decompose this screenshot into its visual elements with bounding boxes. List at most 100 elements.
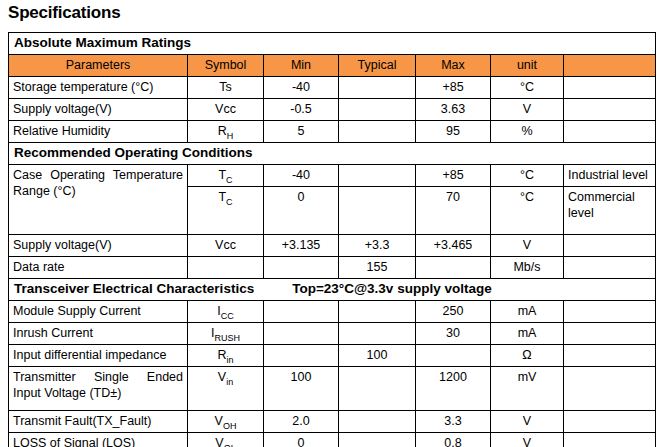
note-cell — [564, 257, 656, 279]
column-header-symbol: Symbol — [188, 55, 264, 77]
typical-cell — [339, 121, 416, 143]
column-header-max: Max — [416, 55, 491, 77]
typical-cell — [339, 323, 416, 345]
min-cell: +3.135 — [264, 235, 339, 257]
symbol-cell: TC — [188, 165, 264, 187]
max-cell: 3.3 — [416, 411, 491, 433]
table-row: Case Operating Temperature Range (°C)TC-… — [9, 165, 656, 187]
symbol-base: V — [215, 436, 223, 447]
unit-cell: V — [491, 411, 564, 433]
note-cell — [564, 235, 656, 257]
symbol-cell: IRUSH — [188, 323, 264, 345]
symbol-cell: ICC — [188, 301, 264, 323]
max-cell: +85 — [416, 77, 491, 99]
table-row: LOSS of Signal (LOS)VOL00.8V — [9, 433, 656, 447]
section-row: Transceiver Electrical CharacteristicsTo… — [9, 279, 656, 301]
table-row: Supply voltage(V) Vcc +3.135+3.3+3.465V — [9, 235, 656, 257]
symbol-base: R — [217, 348, 226, 362]
min-cell: -40 — [264, 77, 339, 99]
note-cell — [564, 77, 656, 99]
unit-cell: V — [491, 433, 564, 447]
typical-cell — [339, 165, 416, 187]
typical-cell — [339, 99, 416, 121]
unit-cell: % — [491, 121, 564, 143]
param-cell: LOSS of Signal (LOS) — [9, 433, 188, 447]
typical-cell: 155 — [339, 257, 416, 279]
min-cell: 100 — [264, 367, 339, 411]
symbol-subscript: OL — [224, 443, 236, 447]
note-cell: Commercial level — [564, 187, 656, 235]
specifications-table: Absolute Maximum RatingsParametersSymbol… — [8, 32, 656, 447]
min-cell: 5 — [264, 121, 339, 143]
section-title: Transceiver Electrical Characteristics — [14, 281, 254, 296]
symbol-base: Vcc — [215, 102, 236, 116]
param-cell: Data rate — [9, 257, 188, 279]
typical-cell — [339, 411, 416, 433]
table-row: Transmitter Single Ended Input Voltage (… — [9, 367, 656, 411]
max-cell — [416, 345, 491, 367]
param-cell: Supply voltage(V) — [9, 235, 188, 257]
max-cell: 1200 — [416, 367, 491, 411]
min-cell — [264, 345, 339, 367]
section-title-cell: Recommended Operating Conditions — [9, 143, 656, 165]
symbol-subscript: CC — [221, 311, 234, 321]
note-cell — [564, 99, 656, 121]
typical-cell — [339, 77, 416, 99]
unit-cell: mV — [491, 367, 564, 411]
symbol-base: T — [218, 190, 226, 204]
table-row: Transmit Fault(TX_Fault)VOH2.03.3V — [9, 411, 656, 433]
typical-cell: 100 — [339, 345, 416, 367]
param-cell: Transmit Fault(TX_Fault) — [9, 411, 188, 433]
symbol-cell: Vcc — [188, 99, 264, 121]
symbol-base: T — [218, 168, 226, 182]
max-cell: 0.8 — [416, 433, 491, 447]
symbol-cell: Vcc — [188, 235, 264, 257]
typical-cell — [339, 187, 416, 235]
section-row: Absolute Maximum Ratings — [9, 33, 656, 55]
symbol-base: V — [215, 414, 223, 428]
param-cell: Relative Humidity — [9, 121, 188, 143]
min-cell: 0 — [264, 433, 339, 447]
typical-cell: +3.3 — [339, 235, 416, 257]
section-title-cell: Transceiver Electrical CharacteristicsTo… — [9, 279, 656, 301]
unit-cell: mA — [491, 323, 564, 345]
min-cell — [264, 301, 339, 323]
symbol-subscript: OH — [223, 421, 237, 431]
max-cell: +85 — [416, 165, 491, 187]
symbol-cell: TC — [188, 187, 264, 235]
max-cell: 250 — [416, 301, 491, 323]
symbol-subscript: H — [227, 131, 234, 141]
symbol-subscript: C — [226, 197, 233, 207]
note-cell — [564, 411, 656, 433]
symbol-cell: Rin — [188, 345, 264, 367]
table-row: ParametersSymbolMinTypicalMaxunit — [9, 55, 656, 77]
max-cell — [416, 257, 491, 279]
symbol-subscript: C — [226, 175, 233, 185]
symbol-cell: Ts — [188, 77, 264, 99]
symbol-cell — [188, 257, 264, 279]
unit-cell: Ω — [491, 345, 564, 367]
typical-cell — [339, 301, 416, 323]
max-cell: 3.63 — [416, 99, 491, 121]
param-cell: Supply voltage(V) — [9, 99, 188, 121]
min-cell — [264, 257, 339, 279]
note-cell — [564, 367, 656, 411]
table-row: Module Supply CurrentICC250mA — [9, 301, 656, 323]
note-cell — [564, 121, 656, 143]
symbol-base: Vcc — [215, 238, 236, 252]
max-cell: 30 — [416, 323, 491, 345]
table-row: Supply voltage(V)Vcc-0.53.63V — [9, 99, 656, 121]
symbol-base: V — [218, 370, 226, 384]
symbol-cell: VOL — [188, 433, 264, 447]
note-cell — [564, 323, 656, 345]
table-row: Relative HumidityRH595% — [9, 121, 656, 143]
max-cell: +3.465 — [416, 235, 491, 257]
min-cell — [264, 323, 339, 345]
section-row: Recommended Operating Conditions — [9, 143, 656, 165]
param-cell: Inrush Current — [9, 323, 188, 345]
column-header-min: Min — [264, 55, 339, 77]
min-cell: 2.0 — [264, 411, 339, 433]
param-cell: Transmitter Single Ended Input Voltage (… — [9, 367, 188, 411]
section-title-cell: Absolute Maximum Ratings — [9, 33, 656, 55]
unit-cell: V — [491, 235, 564, 257]
